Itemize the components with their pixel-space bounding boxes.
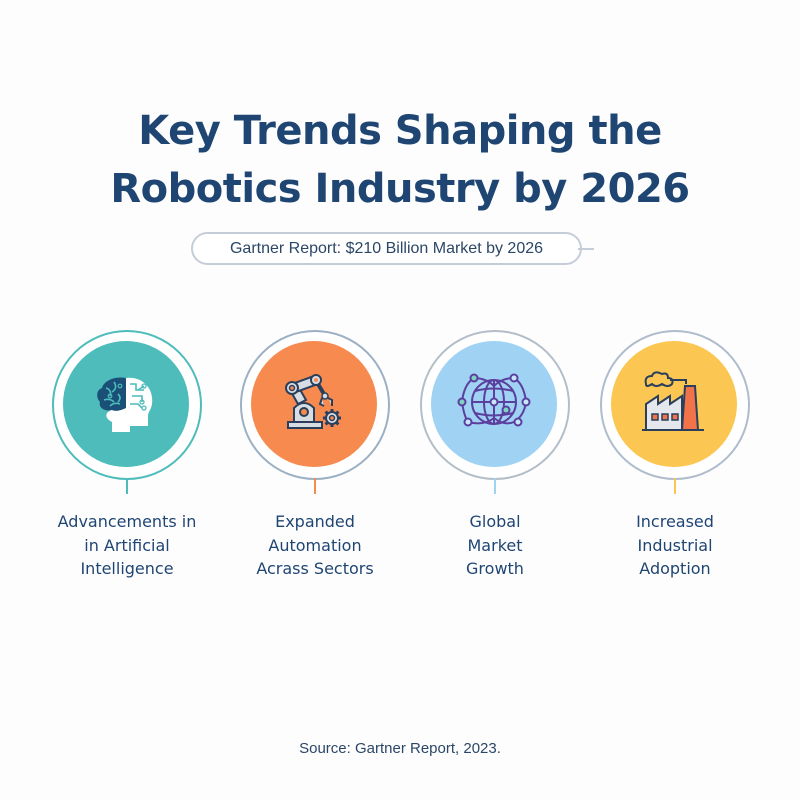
factory-icon <box>642 371 704 431</box>
trend-disc <box>251 341 377 467</box>
network-globe-icon <box>457 373 531 427</box>
trend-label: Increased Industrial Adoption <box>636 512 714 578</box>
trend-disc <box>611 341 737 467</box>
market-size-pill: Gartner Report: $210 Billion Market by 2… <box>191 232 582 265</box>
trend-label: Advancements in in Artificial Intelligen… <box>57 512 197 578</box>
trend-connector <box>126 478 128 494</box>
ai-brain-head-icon <box>97 377 153 432</box>
trend-label: Global Market Growth <box>466 512 524 578</box>
trend-disc <box>431 341 557 467</box>
robotic-arm-gear-icon <box>285 374 341 429</box>
pill-connector-line <box>578 248 594 250</box>
title-line-1: Key Trends Shaping the <box>138 108 662 154</box>
trend-connector <box>314 478 316 494</box>
trend-connector <box>494 478 496 494</box>
title-line-2: Robotics Industry by 2026 <box>110 166 690 212</box>
trend-connector <box>674 478 676 494</box>
source-citation: Source: Gartner Report, 2023. <box>299 740 501 757</box>
trend-disc <box>63 341 189 467</box>
trend-label: Expanded Automation Acrass Sectors <box>256 512 374 578</box>
market-size-text: Gartner Report: $210 Billion Market by 2… <box>229 239 544 257</box>
page-title: Key Trends Shaping the Robotics Industry… <box>0 102 800 218</box>
